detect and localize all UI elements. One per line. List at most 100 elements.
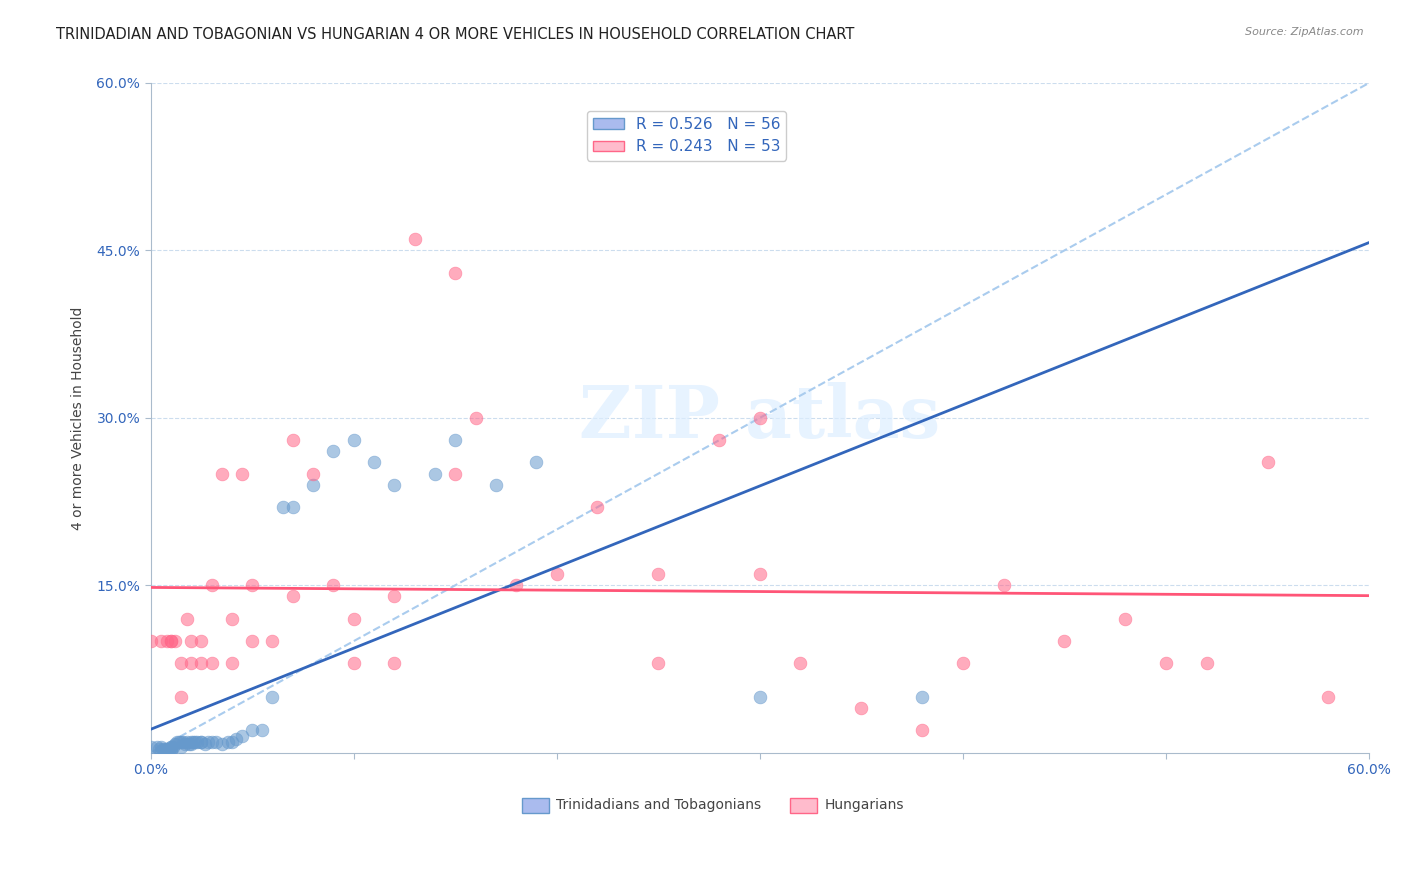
Point <box>176 734 198 748</box>
Point <box>211 737 233 751</box>
Point <box>911 723 934 738</box>
Point <box>1114 612 1136 626</box>
Point <box>190 634 212 648</box>
Point <box>647 657 669 671</box>
Point <box>184 734 207 748</box>
Point <box>180 737 202 751</box>
Point <box>231 729 253 743</box>
Point <box>149 740 172 755</box>
Point <box>186 734 208 748</box>
Point <box>526 455 548 469</box>
Point <box>217 734 239 748</box>
Point <box>444 433 467 447</box>
Point <box>200 734 222 748</box>
Point <box>221 734 243 748</box>
Point <box>748 567 770 582</box>
Point <box>322 578 344 592</box>
Bar <box>790 798 817 813</box>
Point <box>343 433 366 447</box>
Point <box>180 734 202 748</box>
Point <box>262 690 284 704</box>
Point <box>139 634 162 648</box>
Point <box>167 734 190 748</box>
Legend: R = 0.526   N = 56, R = 0.243   N = 53: R = 0.526 N = 56, R = 0.243 N = 53 <box>586 111 786 161</box>
Point <box>149 743 172 757</box>
Point <box>1154 657 1177 671</box>
Point <box>200 578 222 592</box>
Point <box>363 455 385 469</box>
Point <box>160 742 183 756</box>
Point <box>156 742 179 756</box>
Text: TRINIDADIAN AND TOBAGONIAN VS HUNGARIAN 4 OR MORE VEHICLES IN HOUSEHOLD CORRELAT: TRINIDADIAN AND TOBAGONIAN VS HUNGARIAN … <box>56 27 855 42</box>
Point <box>546 567 568 582</box>
Point <box>204 734 226 748</box>
Bar <box>522 798 550 813</box>
Point <box>221 657 243 671</box>
Point <box>993 578 1015 592</box>
Point <box>1195 657 1218 671</box>
Point <box>281 590 304 604</box>
Point <box>252 723 274 738</box>
Point <box>166 734 188 748</box>
Point <box>211 467 233 481</box>
Point <box>952 657 974 671</box>
Point <box>163 737 186 751</box>
Point <box>262 634 284 648</box>
Point <box>180 634 202 648</box>
Point <box>382 590 405 604</box>
Point <box>170 657 193 671</box>
Point <box>179 737 201 751</box>
Point <box>225 732 247 747</box>
Point <box>152 742 174 756</box>
Point <box>281 433 304 447</box>
Point <box>464 410 486 425</box>
Point <box>382 478 405 492</box>
Point <box>1053 634 1076 648</box>
Point <box>911 690 934 704</box>
Point <box>240 723 263 738</box>
Point <box>194 737 217 751</box>
Point <box>200 657 222 671</box>
Point <box>157 742 180 756</box>
Point <box>163 634 186 648</box>
Point <box>190 734 212 748</box>
Text: ZIP atlas: ZIP atlas <box>579 383 941 453</box>
Point <box>271 500 294 515</box>
Point <box>153 743 176 757</box>
Point <box>148 742 170 756</box>
Point <box>160 743 183 757</box>
Point <box>170 740 193 755</box>
Text: Trinidadians and Tobagonians: Trinidadians and Tobagonians <box>557 798 762 812</box>
Point <box>170 734 193 748</box>
Point <box>153 742 176 756</box>
Point <box>181 734 204 748</box>
Point <box>505 578 527 592</box>
Point <box>322 444 344 458</box>
Point <box>1257 455 1279 469</box>
Point <box>240 634 263 648</box>
Point <box>748 690 770 704</box>
Point <box>145 740 167 755</box>
Point <box>231 467 253 481</box>
Point <box>302 478 325 492</box>
Point <box>302 467 325 481</box>
Point <box>197 734 219 748</box>
Point <box>174 737 197 751</box>
Point <box>485 478 508 492</box>
Text: Hungarians: Hungarians <box>824 798 904 812</box>
Point <box>343 612 366 626</box>
Point <box>190 657 212 671</box>
Point <box>139 740 162 755</box>
Point <box>444 467 467 481</box>
Point <box>444 266 467 280</box>
Point <box>170 690 193 704</box>
Point <box>180 657 202 671</box>
Point <box>281 500 304 515</box>
Point <box>748 410 770 425</box>
Point <box>1317 690 1340 704</box>
Point <box>586 500 609 515</box>
Point <box>149 634 172 648</box>
Point <box>160 740 183 755</box>
Point <box>240 578 263 592</box>
Point <box>162 740 184 755</box>
